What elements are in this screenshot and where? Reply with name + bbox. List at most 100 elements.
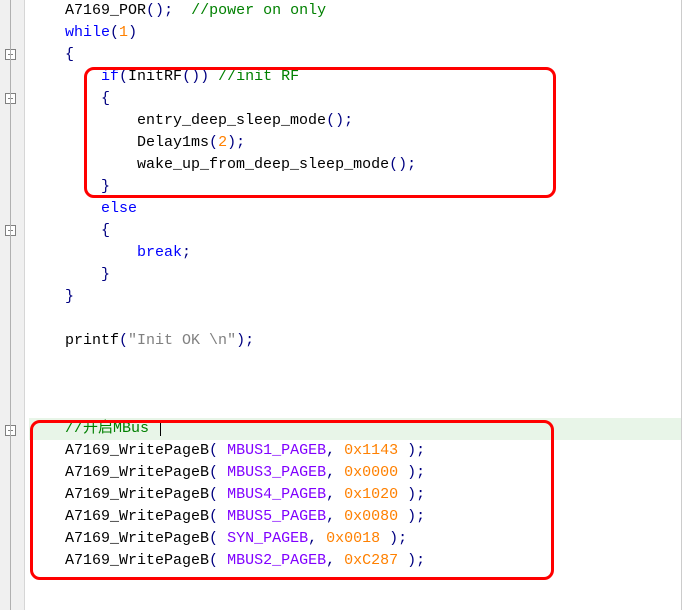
token-fn [335,508,344,525]
token-fn: A7169_WritePageB [65,442,209,459]
text-caret [160,420,161,436]
code-line[interactable] [29,308,681,330]
token-pun: ; [398,530,407,547]
token-pun: , [326,508,335,525]
code-area[interactable]: A7169_POR(); //power on only while(1) { … [25,0,681,610]
token-num: 0x0080 [344,508,398,525]
code-line[interactable]: A7169_WritePageB( SYN_PAGEB, 0x0018 ); [29,528,681,550]
code-line[interactable]: while(1) [29,22,681,44]
token-fn: InitRF [128,68,182,85]
code-line[interactable] [29,396,681,418]
token-ty: SYN_PAGEB [218,530,308,547]
token-fn [209,68,218,85]
token-pun: ) [407,464,416,481]
token-fn: printf [65,332,119,349]
token-num: 0x0018 [326,530,380,547]
token-pun: ( [209,552,218,569]
token-ty: MBUS2_PAGEB [218,552,326,569]
code-line[interactable]: break; [29,242,681,264]
fold-guide-line [10,0,11,610]
code-line[interactable]: wake_up_from_deep_sleep_mode(); [29,154,681,176]
token-fn: Delay1ms [137,134,209,151]
token-cm: //power on only [191,2,326,19]
token-pun: ) [407,486,416,503]
token-pun: ( [119,332,128,349]
token-kw: while [65,24,110,41]
token-ty: MBUS4_PAGEB [218,486,326,503]
code-line[interactable]: Delay1ms(2); [29,132,681,154]
token-pun: ( [209,486,218,503]
token-fn: A7169_WritePageB [65,508,209,525]
token-num: 1 [119,24,128,41]
token-pun: ( [119,68,128,85]
token-cm: //init RF [218,68,299,85]
code-line[interactable]: { [29,88,681,110]
token-pun: ; [407,156,416,173]
code-line[interactable]: printf("Init OK \n"); [29,330,681,352]
token-pun: ) [227,134,236,151]
token-pun: ; [416,442,425,459]
token-pun: ; [236,134,245,151]
token-fn [335,442,344,459]
token-fn [380,530,389,547]
token-pun: , [326,464,335,481]
code-line[interactable]: else [29,198,681,220]
token-fn [398,464,407,481]
token-fn: A7169_POR [65,2,146,19]
code-line[interactable]: { [29,44,681,66]
token-ty: MBUS1_PAGEB [218,442,326,459]
token-pun: ) [155,2,164,19]
code-line[interactable]: } [29,176,681,198]
token-pun: , [326,486,335,503]
token-pun: ) [407,508,416,525]
token-kw: if [101,68,119,85]
token-pun: ) [200,68,209,85]
code-line[interactable] [29,352,681,374]
token-pun: ; [182,244,191,261]
token-pun: ) [191,68,200,85]
token-num: 0x0000 [344,464,398,481]
token-fn: A7169_WritePageB [65,486,209,503]
token-fn: wake_up_from_deep_sleep_mode [137,156,389,173]
token-fn [335,486,344,503]
code-line[interactable] [29,374,681,396]
code-line[interactable]: A7169_WritePageB( MBUS4_PAGEB, 0x1020 ); [29,484,681,506]
token-pun: ( [209,464,218,481]
token-pun: } [101,178,110,195]
token-fn [335,464,344,481]
fold-gutter[interactable] [0,0,25,610]
token-pun: ) [236,332,245,349]
token-num: 0x1020 [344,486,398,503]
token-pun: ) [398,156,407,173]
token-pun: , [326,552,335,569]
code-line[interactable]: { [29,220,681,242]
token-kw: break [137,244,182,261]
token-fn [317,530,326,547]
token-pun: ) [407,552,416,569]
token-kw: else [101,200,137,217]
token-pun: ; [344,112,353,129]
token-fn: A7169_WritePageB [65,530,209,547]
token-ty: MBUS3_PAGEB [218,464,326,481]
code-line[interactable]: A7169_WritePageB( MBUS3_PAGEB, 0x0000 ); [29,462,681,484]
code-line[interactable]: entry_deep_sleep_mode(); [29,110,681,132]
code-line[interactable]: //开启MBus [29,418,681,440]
token-pun: ; [164,2,173,19]
code-editor[interactable]: A7169_POR(); //power on only while(1) { … [0,0,682,610]
token-pun: ( [146,2,155,19]
code-line[interactable]: } [29,286,681,308]
token-fn: A7169_WritePageB [65,464,209,481]
code-line[interactable]: A7169_WritePageB( MBUS1_PAGEB, 0x1143 ); [29,440,681,462]
code-line[interactable]: } [29,264,681,286]
token-pun: ( [209,442,218,459]
token-fn: entry_deep_sleep_mode [137,112,326,129]
token-pun: ) [389,530,398,547]
token-num: 0x1143 [344,442,398,459]
token-pun: ; [245,332,254,349]
token-pun: { [101,222,110,239]
code-line[interactable]: if(InitRF()) //init RF [29,66,681,88]
code-line[interactable]: A7169_POR(); //power on only [29,0,681,22]
code-line[interactable] [29,572,681,594]
code-line[interactable]: A7169_WritePageB( MBUS2_PAGEB, 0xC287 ); [29,550,681,572]
code-line[interactable]: A7169_WritePageB( MBUS5_PAGEB, 0x0080 ); [29,506,681,528]
